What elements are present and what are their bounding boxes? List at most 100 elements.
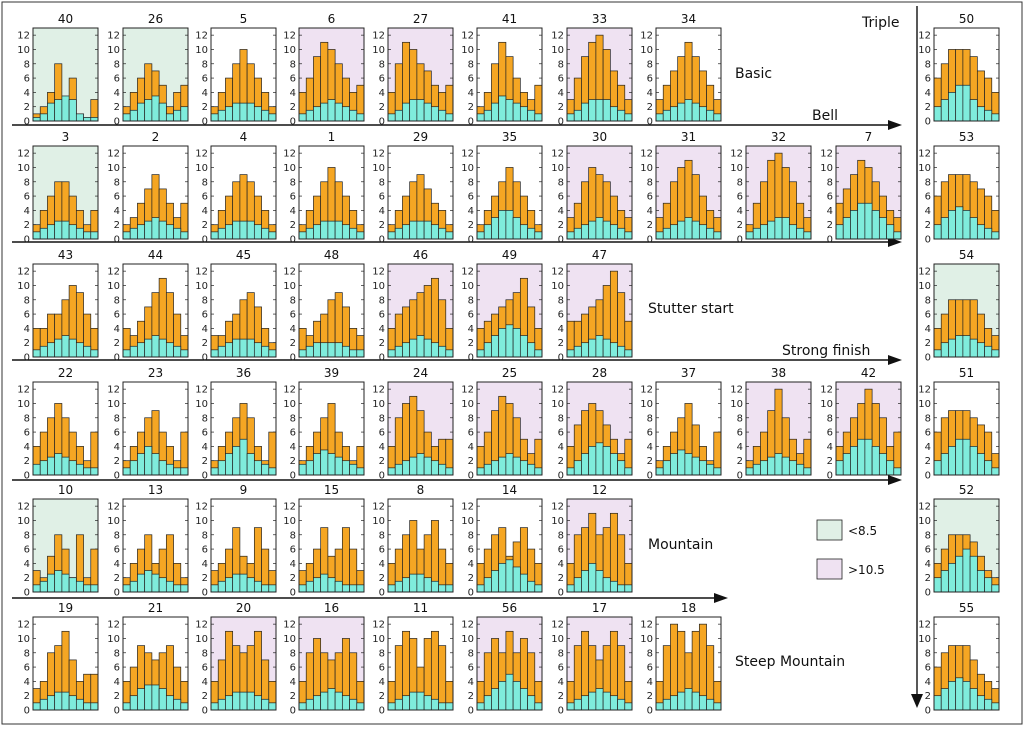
bar-lower [991, 231, 1000, 240]
panel-17: 0 2 4 6 8 10 12 17 [551, 601, 633, 717]
y-tick-label: 10 [372, 516, 385, 527]
y-tick-label: 2 [827, 456, 833, 467]
y-tick-label: 12 [107, 620, 120, 631]
panel-27: 0 2 4 6 8 10 12 27 [372, 12, 454, 128]
y-tick-label: 0 [558, 235, 564, 246]
bar-lower [595, 688, 604, 711]
y-tick-label: 12 [283, 149, 296, 160]
y-tick-label: 12 [918, 385, 931, 396]
y-tick-label: 12 [918, 149, 931, 160]
y-tick-label: 8 [558, 530, 564, 541]
y-tick-label: 10 [551, 163, 564, 174]
panel-title: 36 [236, 366, 251, 380]
panel-13: 0 2 4 6 8 10 12 13 [107, 483, 189, 599]
bar-lower [122, 467, 131, 476]
bar-lower [246, 577, 255, 593]
y-tick-label: 10 [461, 281, 474, 292]
y-tick-label: 8 [737, 413, 743, 424]
bar-lower [173, 227, 182, 240]
bar-lower [144, 570, 153, 593]
y-tick-label: 0 [379, 588, 385, 599]
panel-18: 0 2 4 6 8 10 12 18 [640, 601, 722, 717]
bar-lower [886, 224, 895, 240]
y-tick-label: 12 [17, 149, 30, 160]
y-tick-label: 2 [290, 456, 296, 467]
panel-border [835, 381, 902, 476]
bar-upper [617, 534, 626, 593]
y-tick-label: 2 [925, 220, 931, 231]
panel-title: 43 [58, 248, 73, 262]
y-tick-label: 12 [640, 31, 653, 42]
panel-title: 20 [236, 601, 251, 615]
bar-lower [781, 456, 790, 476]
bar-lower [387, 467, 396, 476]
bar-lower [788, 224, 797, 240]
y-tick-label: 10 [372, 281, 385, 292]
panel-border [566, 27, 633, 122]
y-tick-label: 2 [558, 573, 564, 584]
bar-lower [566, 584, 575, 593]
bar-lower [706, 109, 715, 122]
panel-51: 0 2 4 6 8 10 12 51 [918, 366, 1000, 482]
bar-lower [246, 220, 255, 240]
bar-lower [505, 673, 514, 711]
panel-title: 31 [681, 130, 696, 144]
bar-lower [144, 99, 153, 122]
y-tick-label: 10 [461, 163, 474, 174]
bar-lower [239, 220, 248, 240]
bar-lower [624, 467, 633, 476]
bar-lower [803, 231, 812, 240]
y-tick-label: 0 [647, 235, 653, 246]
panel-title: 28 [592, 366, 607, 380]
bar-lower [39, 345, 48, 358]
panel-title: 13 [148, 483, 163, 497]
y-tick-label: 4 [202, 206, 208, 217]
y-tick-label: 0 [290, 235, 296, 246]
panel-title: 1 [328, 130, 336, 144]
bar-lower [409, 220, 418, 240]
y-tick-label: 0 [925, 471, 931, 482]
bar-lower [327, 688, 336, 711]
bar-lower [857, 202, 866, 240]
bar-lower [349, 463, 358, 476]
bar-lower [581, 224, 590, 240]
bar-lower [356, 349, 365, 358]
y-tick-label: 2 [290, 338, 296, 349]
bar-lower [225, 695, 234, 711]
panel-border [933, 27, 1000, 122]
y-tick-label: 6 [24, 545, 30, 556]
bar-lower [677, 449, 686, 476]
y-tick-label: 12 [17, 620, 30, 631]
panel-border [32, 145, 99, 240]
bar-lower [940, 99, 949, 122]
bar-lower [158, 688, 167, 711]
y-tick-label: 0 [647, 471, 653, 482]
bar-lower [75, 227, 84, 240]
bar-lower [232, 446, 241, 476]
bar-lower [232, 102, 241, 122]
bar-lower [969, 446, 978, 476]
y-tick-label: 8 [379, 177, 385, 188]
bar-lower [409, 456, 418, 476]
panel-border [387, 145, 454, 240]
bar-lower [253, 460, 262, 476]
y-tick-label: 6 [827, 428, 833, 439]
bar-lower [47, 456, 56, 476]
bar-lower [32, 349, 41, 358]
bar-lower [519, 106, 528, 122]
bar-lower [173, 698, 182, 711]
panel-28: 0 2 4 6 8 10 12 28 [551, 366, 633, 482]
bar-lower [387, 584, 396, 593]
bar-lower [713, 113, 722, 122]
y-tick-label: 4 [558, 442, 564, 453]
arrow-label-triple: Triple [861, 15, 900, 31]
bar-lower [430, 106, 439, 122]
panel-title: 33 [592, 12, 607, 26]
bar-lower [940, 342, 949, 358]
bar-lower [261, 345, 270, 358]
bar-lower [151, 335, 160, 358]
panel-34: 0 2 4 6 8 10 12 34 [640, 12, 722, 128]
y-tick-label: 10 [107, 281, 120, 292]
bar-lower [698, 106, 707, 122]
